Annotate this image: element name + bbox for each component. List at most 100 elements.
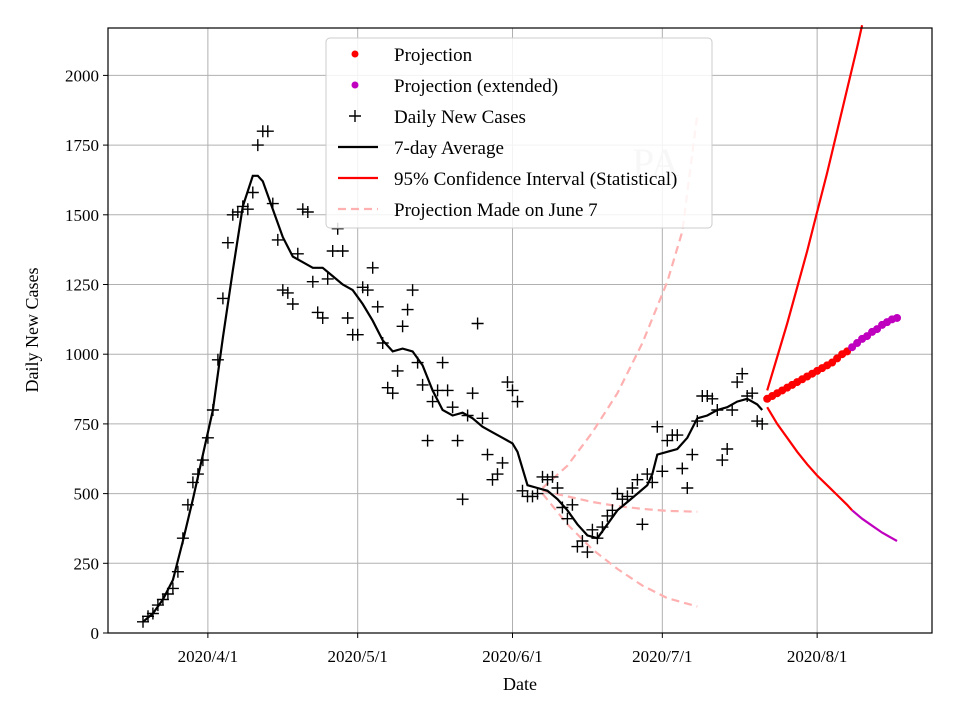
y-tick-label: 0 (91, 624, 100, 643)
daily-cases-point (416, 378, 429, 391)
daily-cases-point (291, 247, 304, 260)
legend-marker-dot (351, 50, 359, 58)
daily-cases-point (456, 493, 469, 506)
legend-items: Projection Projection (extended) Daily New… (338, 45, 677, 221)
daily-cases-point (211, 353, 224, 366)
daily-cases-point (686, 448, 699, 461)
daily-cases-point (541, 473, 554, 486)
daily-cases-point (336, 245, 349, 257)
daily-cases-point (526, 490, 539, 503)
daily-cases-point (396, 320, 409, 333)
daily-cases-point (276, 284, 289, 297)
daily-cases-point (756, 417, 769, 430)
daily-cases-point (616, 493, 629, 506)
daily-cases-point (671, 429, 684, 442)
legend-marker-dot (351, 81, 359, 89)
daily-cases-point (531, 487, 544, 500)
legend-box (325, 37, 713, 229)
daily-cases-point (716, 454, 729, 467)
daily-cases-point (566, 498, 579, 511)
daily-cases-point (366, 261, 379, 274)
daily-cases-point (356, 281, 369, 294)
legend-entry-label: Projection (394, 45, 473, 66)
daily-cases-point (676, 462, 689, 475)
daily-cases-point (746, 387, 759, 400)
daily-cases-point (271, 233, 284, 246)
daily-cases-point (731, 376, 744, 389)
daily-cases-point (736, 367, 749, 380)
june7-projection-upper-line (541, 114, 699, 489)
daily-cases-point (721, 443, 734, 455)
daily-cases-point (391, 364, 404, 377)
daily-cases-point (506, 384, 519, 397)
daily-cases-point (386, 387, 399, 400)
daily-cases-point (436, 356, 449, 369)
daily-cases-point (246, 186, 259, 199)
daily-cases-point (486, 473, 499, 486)
daily-cases-point (371, 300, 384, 313)
y-tick-label: 500 (74, 485, 100, 504)
daily-cases-point (451, 434, 464, 447)
daily-cases-point (491, 468, 504, 481)
daily-cases-point (261, 125, 274, 138)
daily-cases-point (561, 512, 574, 525)
daily-cases-point (551, 482, 564, 494)
daily-cases-point (571, 540, 584, 553)
legend-entry-label: Projection (extended) (394, 76, 558, 97)
daily-cases-point (496, 456, 509, 469)
daily-cases-point (311, 306, 324, 319)
daily-cases-point (546, 470, 559, 483)
daily-cases-point (471, 317, 484, 330)
daily-cases-point (286, 298, 299, 310)
daily-cases-point (581, 546, 594, 559)
ci-upper-line (766, 24, 864, 391)
daily-cases-point (441, 384, 454, 397)
daily-cases-point (241, 203, 254, 216)
daily-cases-point (306, 275, 319, 288)
daily-cases-point (481, 448, 494, 461)
legend-entry-label: Projection Made on June 7 (394, 200, 598, 221)
y-tick-label: 1500 (65, 206, 99, 225)
x-tick-label: 2020/5/1 (327, 647, 387, 666)
ci-lower-line (766, 406, 853, 512)
x-tick-label: 2020/8/1 (787, 647, 847, 666)
ci-lower-extended-line (851, 509, 898, 542)
daily-cases-point (621, 490, 634, 503)
x-tick-label: 2020/7/1 (632, 647, 692, 666)
daily-cases-point (691, 415, 704, 428)
daily-cases-point (421, 434, 434, 447)
y-tick-label: 1000 (65, 345, 99, 364)
daily-cases-point (216, 292, 229, 305)
daily-cases-point (301, 206, 314, 218)
daily-cases-point (226, 208, 239, 221)
legend-entry-label: 95% Confidence Interval (Statistical) (394, 169, 677, 190)
daily-cases-point (681, 482, 694, 494)
daily-cases-point (281, 286, 294, 299)
daily-cases-point (476, 412, 489, 425)
daily-cases-point (726, 404, 739, 416)
y-tick-label: 1250 (65, 275, 99, 294)
daily-cases-point (221, 236, 234, 249)
legend-marker-plus (349, 110, 361, 122)
x-tick-label: 2020/4/1 (178, 647, 238, 666)
daily-cases-point (296, 203, 309, 216)
avg-7day-line (142, 174, 764, 623)
y-tick-label: 2000 (65, 66, 99, 85)
daily-cases-point (381, 381, 394, 394)
daily-cases-point (466, 387, 479, 400)
projection-extended-point (893, 313, 902, 322)
daily-cases-point (426, 395, 439, 408)
daily-cases-point (576, 535, 589, 547)
y-tick-label: 750 (74, 415, 100, 434)
daily-cases-point (611, 487, 624, 500)
daily-cases-point (501, 376, 514, 389)
legend-entry-label: 7-day Average (394, 138, 504, 159)
daily-cases-point (631, 473, 644, 486)
plot-frame (107, 27, 933, 634)
daily-cases-point (701, 390, 714, 402)
daily-cases-point (706, 392, 719, 405)
daily-cases-point (751, 415, 764, 428)
plot-area (137, 24, 902, 628)
daily-cases-point (511, 395, 524, 408)
